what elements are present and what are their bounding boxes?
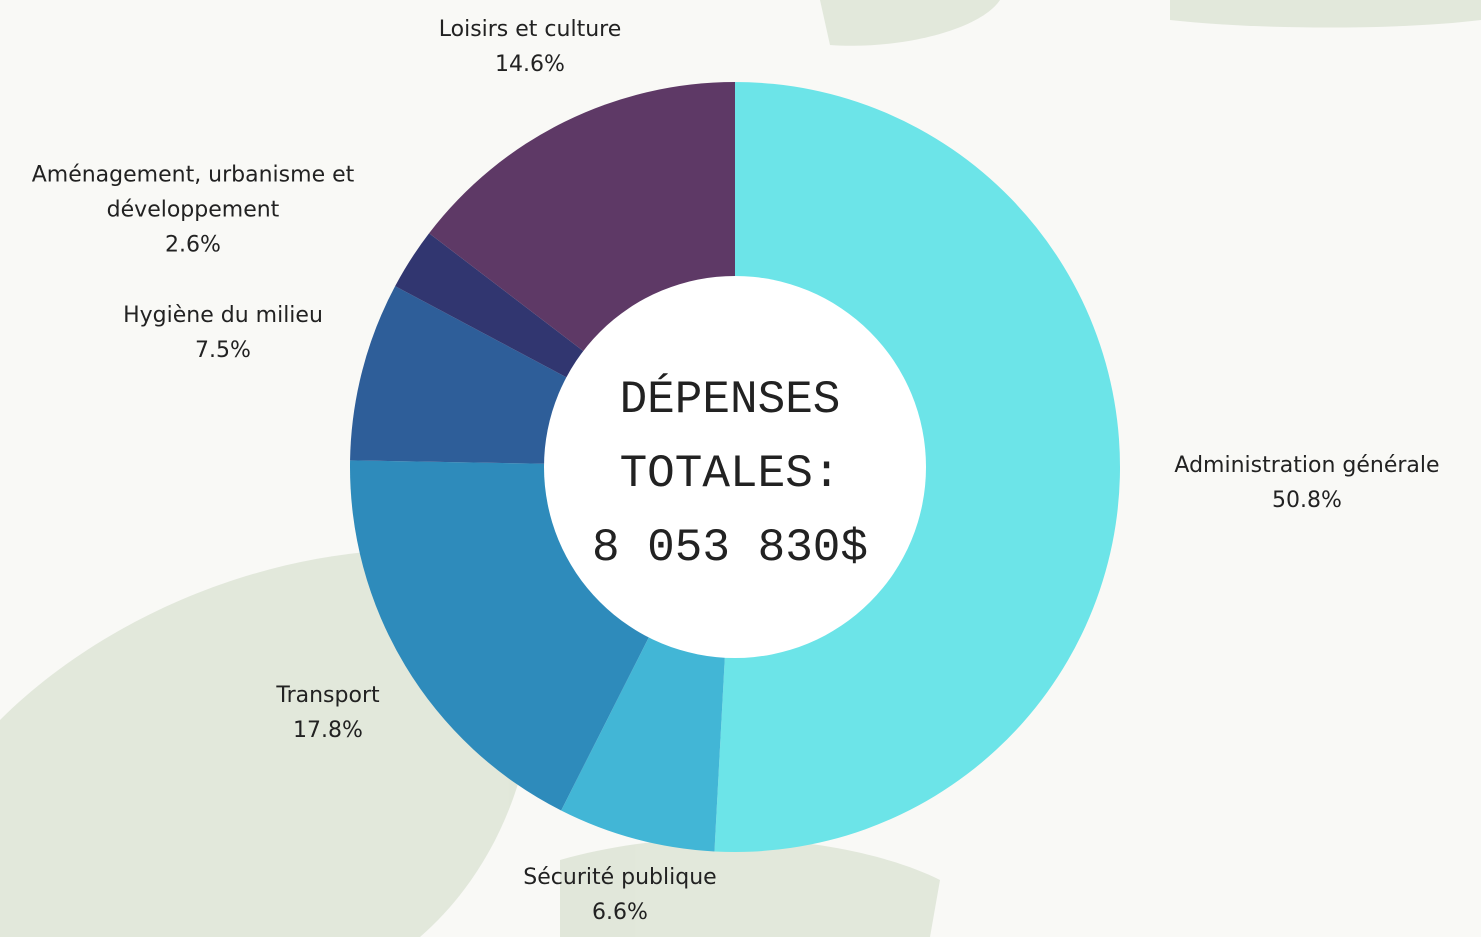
center-text: 8 053 830$ [592, 522, 868, 574]
category-name: Hygiène du milieu [123, 298, 323, 333]
value-label: 50.8% [1174, 483, 1439, 518]
value-label: 2.6% [8, 228, 378, 263]
category-name: Sécurité publique [523, 860, 716, 895]
value-label: 14.6% [439, 47, 622, 82]
center-text: TOTALES: [620, 448, 841, 500]
category-name: Transport [276, 678, 379, 713]
page: DÉPENSES TOTALES: 8 053 830$ Administratio… [0, 0, 1481, 937]
value-label: 7.5% [123, 333, 323, 368]
category-name: Aménagement, urbanisme et développement [8, 158, 378, 228]
value-label: 6.6% [523, 895, 716, 930]
value-label: 17.8% [276, 713, 379, 748]
category-name: Administration générale [1174, 448, 1439, 483]
center-text: DÉPENSES [620, 373, 841, 426]
category-name: Loisirs et culture [439, 12, 622, 47]
